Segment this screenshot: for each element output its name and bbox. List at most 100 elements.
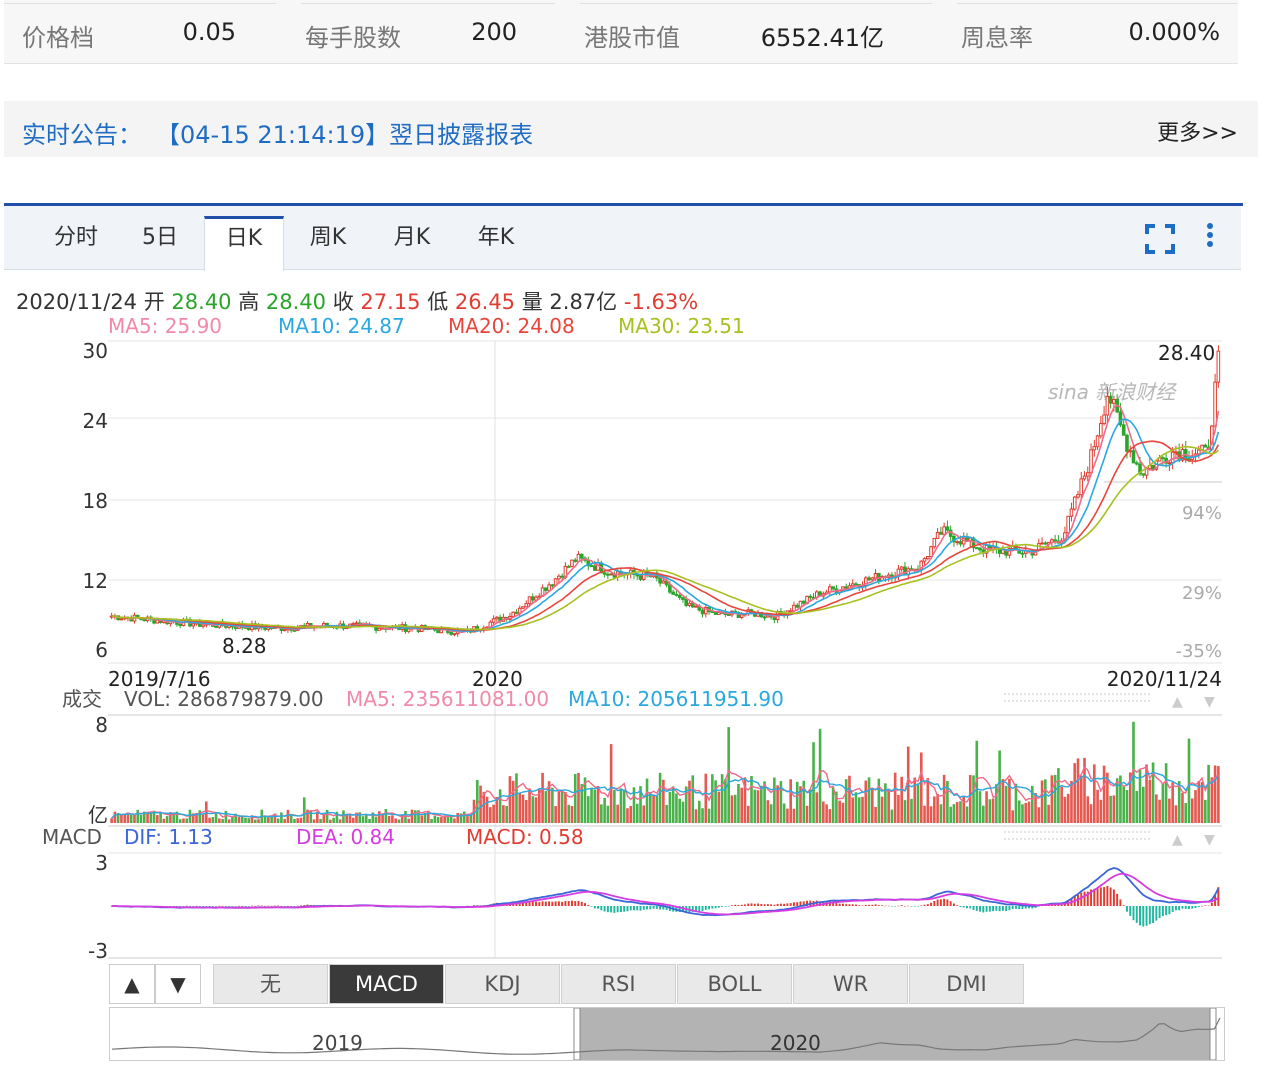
indicator-tab-kdj[interactable]: KDJ: [445, 964, 560, 1004]
macd-up-arrow-icon[interactable]: ▲: [1172, 832, 1183, 848]
macd-bar: [551, 901, 554, 906]
candle-body: [495, 616, 499, 620]
candle-body: [945, 526, 950, 531]
macd-bar: [590, 906, 593, 907]
indicator-tab-rsi[interactable]: RSI: [561, 964, 676, 1004]
volume-bar: [208, 817, 211, 823]
macd-bar: [962, 906, 965, 908]
volume-bar: [410, 809, 414, 823]
volume-bar: [420, 815, 424, 823]
candle-body: [922, 558, 927, 562]
volume-bar: [835, 791, 838, 823]
fullscreen-icon[interactable]: [1145, 224, 1175, 254]
macd-bar: [277, 905, 280, 907]
moving-average-lines: [111, 404, 1220, 634]
macd-bar: [695, 906, 697, 912]
notice-more-link[interactable]: 更多>>: [1157, 121, 1238, 146]
indicator-tab-none[interactable]: 无: [213, 964, 328, 1004]
volume-bar: [1122, 786, 1125, 823]
min-price-label: 8.28: [222, 634, 267, 658]
candle-body: [1079, 478, 1084, 496]
tab-daily-k[interactable]: 日K: [204, 216, 284, 271]
volume-bar: [1145, 764, 1148, 823]
volume-bar: [293, 819, 296, 823]
volume-bar: [485, 796, 489, 823]
volume-bar: [988, 799, 992, 823]
indicator-tab-macd[interactable]: MACD: [329, 964, 444, 1004]
indicator-tab-dmi[interactable]: DMI: [909, 964, 1024, 1004]
volume-bar: [244, 817, 247, 823]
macd-bar: [1129, 906, 1132, 916]
macd-bar: [966, 906, 968, 909]
macd-bar: [613, 906, 616, 913]
volume-bar: [779, 781, 783, 823]
candle-body: [606, 573, 610, 576]
tab-yearly-k[interactable]: 年K: [477, 225, 515, 250]
macd-bar: [1139, 906, 1141, 926]
macd-down-arrow-icon[interactable]: ▼: [1204, 832, 1215, 848]
volume-bar: [1135, 791, 1139, 823]
navigator-right-handle[interactable]: [1209, 1007, 1217, 1061]
volume-bar: [897, 795, 900, 823]
macd-bar: [868, 904, 871, 906]
indicator-up-button[interactable]: ▲: [109, 964, 155, 1004]
candle-body: [436, 629, 440, 634]
info-volume-label: 量: [521, 290, 543, 314]
volume-bar: [717, 791, 721, 823]
macd-bar: [737, 905, 740, 906]
volume-scroll-indicator: [1004, 693, 1150, 702]
ma30-label: MA30: 23.51: [618, 314, 745, 338]
volume-bar: [152, 810, 156, 823]
macd-bar: [760, 903, 763, 906]
volume-bar: [1047, 804, 1050, 823]
volume-bar: [1011, 810, 1014, 823]
navigator-year-label: 2019: [312, 1031, 363, 1055]
indicator-tab-boll[interactable]: BOLL: [677, 964, 792, 1004]
tab-5day[interactable]: 5日: [142, 225, 178, 250]
macd-bar: [257, 905, 260, 906]
range-navigator[interactable]: 2019 2020: [109, 1007, 1225, 1061]
macd-bar: [286, 905, 289, 907]
volume-down-arrow-icon[interactable]: ▼: [1204, 694, 1215, 710]
macd-bar: [1057, 904, 1060, 906]
volume-bar: [218, 818, 221, 823]
volume-bar: [544, 791, 548, 823]
more-menu-icon[interactable]: [1204, 220, 1216, 256]
volume-bar: [740, 787, 744, 823]
indicator-tab-wr[interactable]: WR: [793, 964, 908, 1004]
volume-bar: [368, 818, 371, 823]
candle-body: [726, 613, 731, 616]
macd-bar: [848, 904, 851, 906]
volume-bar: [955, 801, 959, 823]
candle-body: [1161, 457, 1165, 460]
macd-bar: [1168, 906, 1171, 915]
volume-bar: [635, 803, 639, 823]
kline-canvas[interactable]: 30 24 18 12 6 94% 29% -35% sina 新浪财经 28.…: [4, 206, 1243, 966]
notice-link[interactable]: 【04-15 21:14:19】翌日披露报表: [156, 121, 534, 149]
tab-intraday[interactable]: 分时: [53, 225, 98, 250]
volume-bar: [825, 804, 828, 823]
macd-bar: [910, 906, 913, 907]
navigator-selection[interactable]: [578, 1008, 1212, 1060]
candle-body: [1072, 496, 1077, 510]
volume-bar: [355, 812, 358, 823]
tab-monthly-k[interactable]: 月K: [393, 225, 431, 250]
candle-body: [593, 565, 597, 571]
macd-bar: [1152, 906, 1155, 924]
navigator-canvas[interactable]: 2019 2020: [110, 1007, 1224, 1061]
macd-bar: [1125, 906, 1128, 912]
volume-title: 成交: [62, 687, 102, 711]
macd-bar: [280, 905, 283, 907]
macd-bar: [864, 904, 867, 906]
indicator-down-button[interactable]: ▼: [155, 964, 201, 1004]
tab-weekly-k[interactable]: 周K: [309, 225, 347, 250]
macd-bar: [610, 906, 613, 913]
macd-bar: [541, 901, 544, 906]
candle-body: [801, 600, 806, 604]
volume-bar: [968, 775, 972, 823]
macd-bar: [1171, 906, 1174, 912]
macd-bar: [1188, 906, 1190, 910]
macd-bar: [975, 906, 978, 911]
volume-up-arrow-icon[interactable]: ▲: [1172, 694, 1183, 710]
macd-bar: [185, 905, 188, 907]
